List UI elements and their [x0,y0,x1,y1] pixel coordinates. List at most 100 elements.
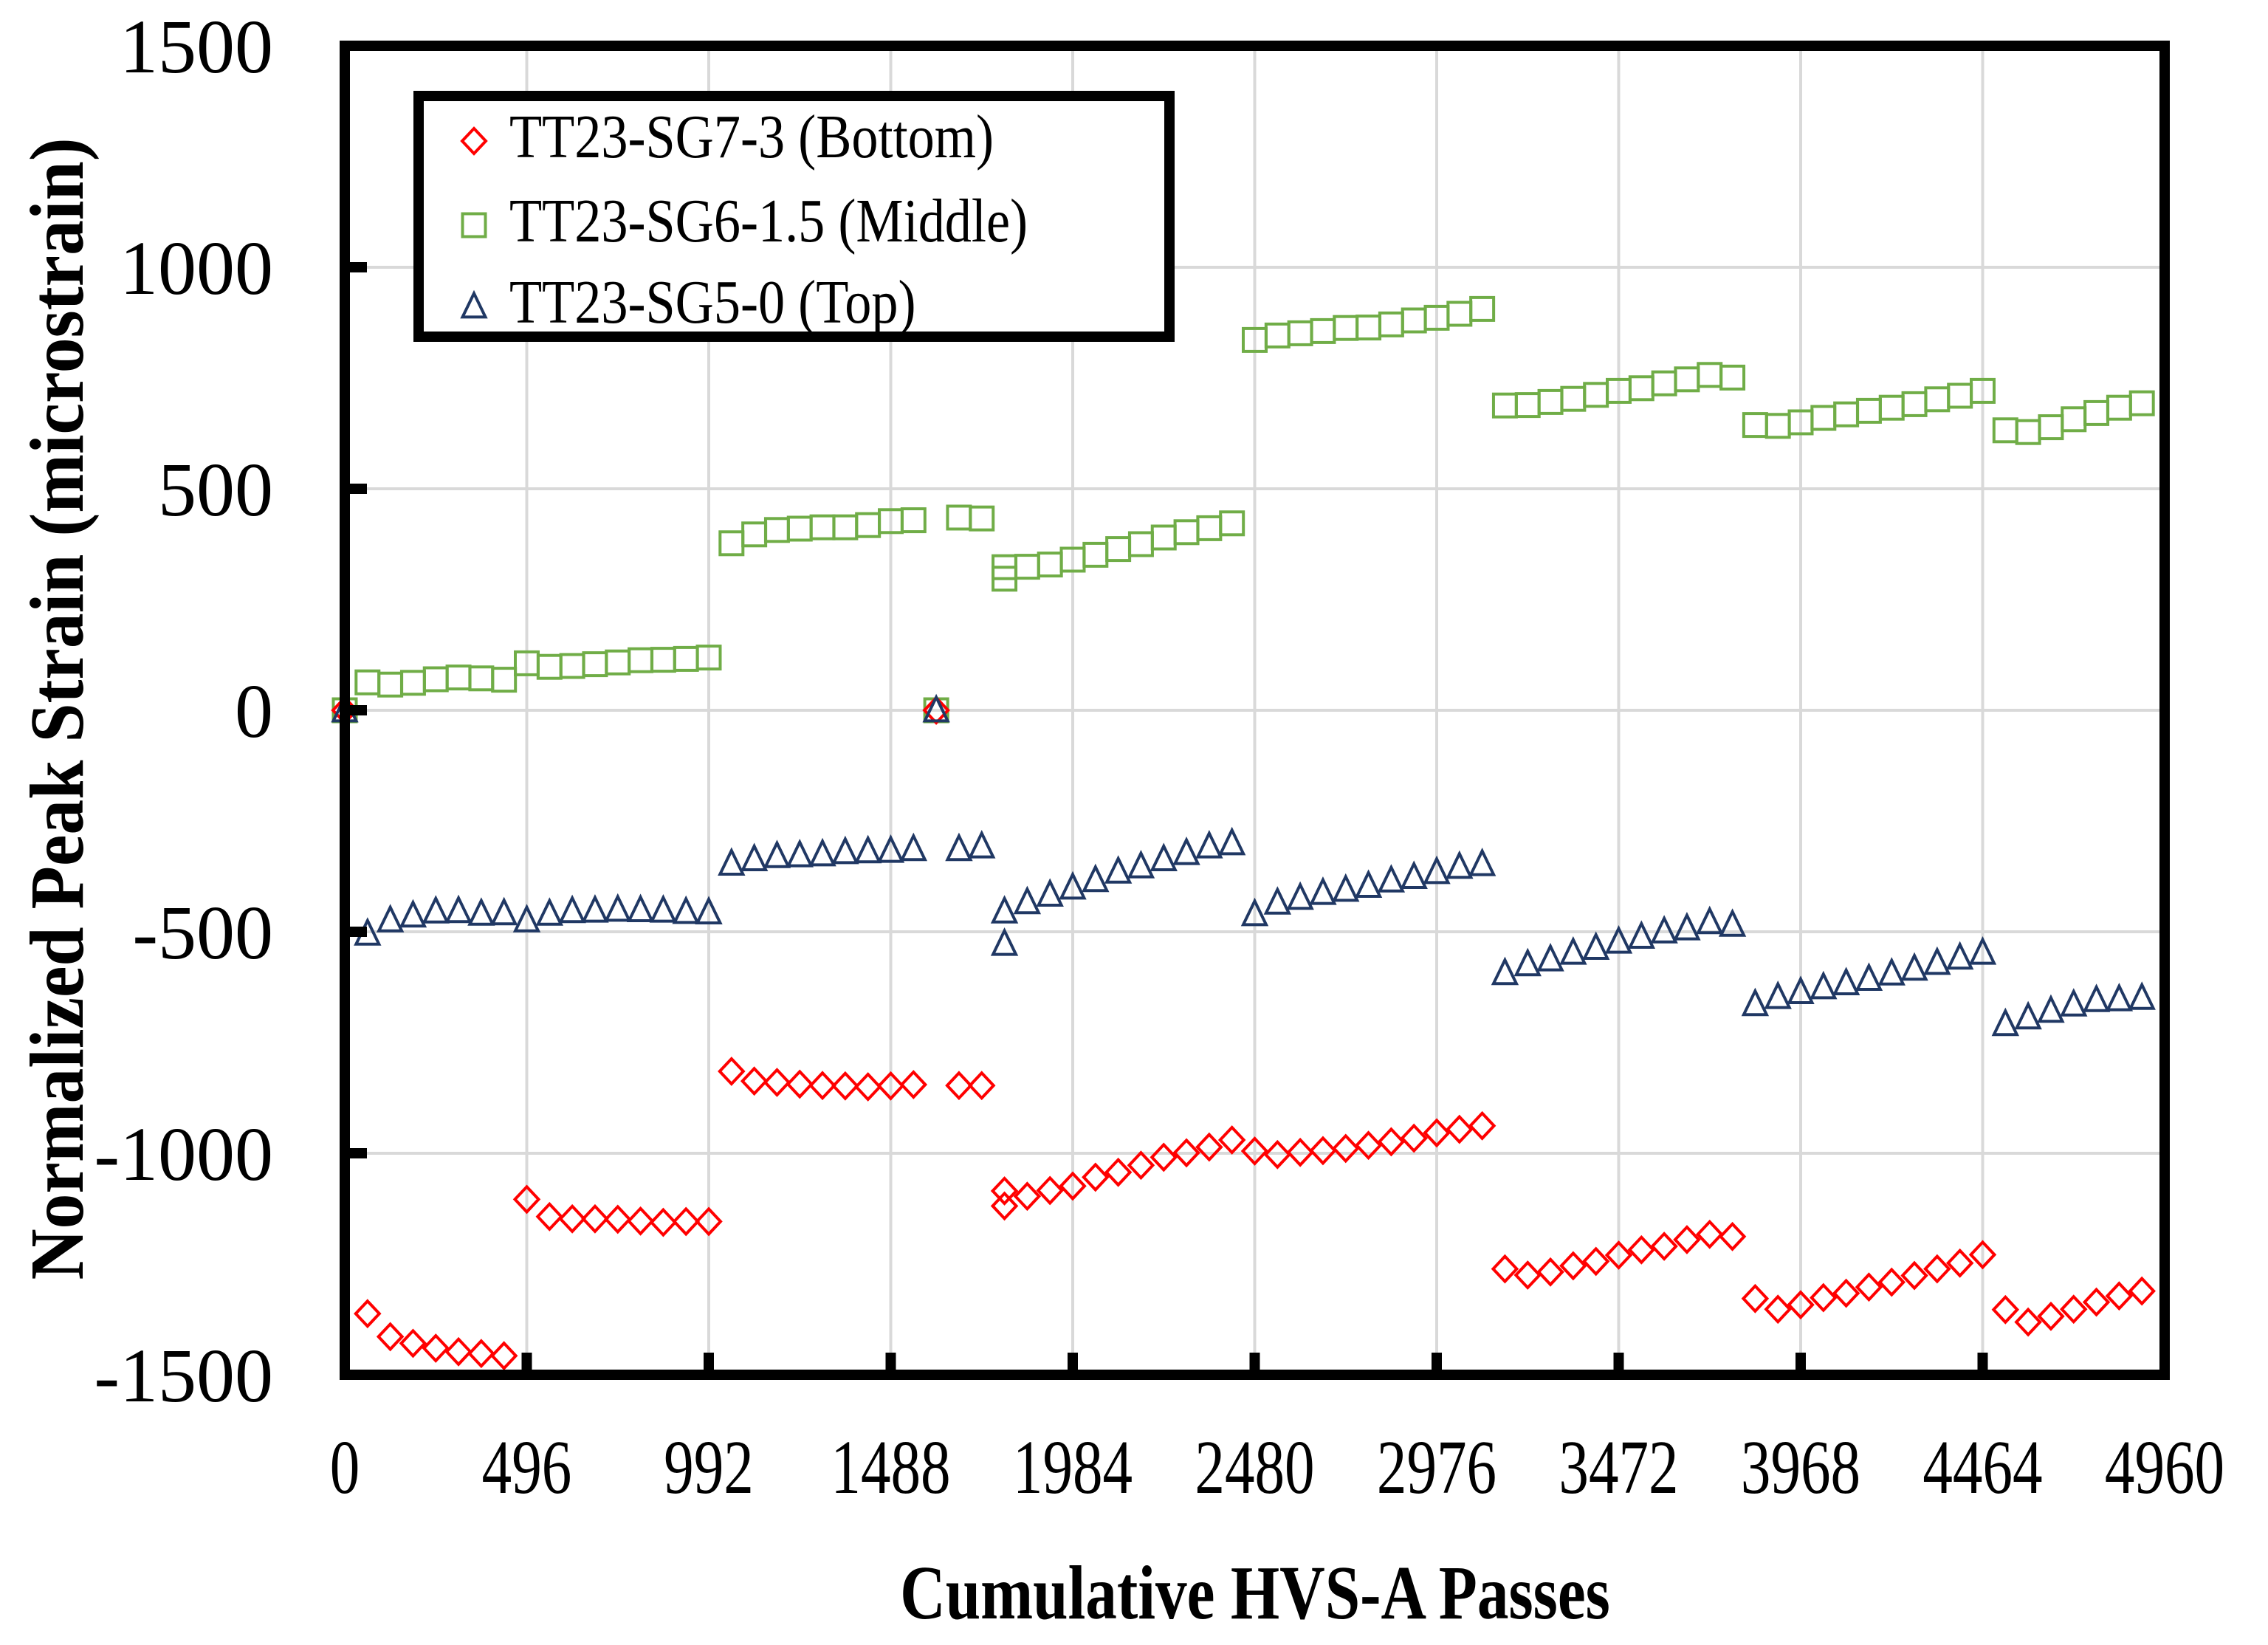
diamond-data-point [2014,1307,2042,1337]
diamond-data-point [1650,1232,1678,1261]
triangle-data-point [853,834,882,864]
diamond-data-point [2037,1301,2065,1331]
diamond-data-point [740,1066,769,1096]
triangle-data-point [399,899,427,928]
diamond-data-point [1604,1240,1633,1270]
triangle-data-point [558,894,586,924]
triangle-data-point [1991,1007,2020,1037]
triangle-data-point [1082,863,1110,893]
diamond-data-point [1581,1246,1610,1277]
diamond-data-point [1877,1267,1906,1297]
diamond-data-point [1696,1219,1724,1249]
x-tick-label: 3968 [1741,1426,1860,1511]
diamond-data-point [1513,1260,1542,1290]
diamond-data-point [1377,1127,1406,1157]
x-tick-label: 1984 [1013,1426,1133,1511]
diamond-data-point [1810,1282,1838,1313]
x-tick-labels: 0 496 992 1488 1984 2480 2976 3472 3968 4464 4960 [330,1426,2224,1511]
square-data-point [1469,295,1496,322]
x-tick-label: 3472 [1559,1426,1678,1511]
diamond-data-point [626,1206,655,1236]
triangle-data-point [2060,988,2088,1017]
triangle-data-point [990,927,1019,956]
diamond-data-point [535,1201,564,1232]
diamond-data-point [2060,1294,2088,1325]
triangle-data-point [581,894,609,923]
triangle-data-point [1536,943,1564,972]
triangle-data-point [1810,970,1838,1000]
triangle-data-point [808,837,836,867]
triangle-data-point [512,904,541,933]
legend-box [413,91,1175,342]
y-tick-label: -1000 [94,1112,273,1197]
diamond-data-point [1059,1171,1087,1201]
x-tick-label: 2480 [1195,1426,1314,1511]
triangle-data-point [1195,830,1223,859]
triangle-data-point [1491,956,1519,986]
diamond-data-point [1354,1130,1383,1161]
diamond-data-point [1446,1114,1474,1144]
x-tick-label: 496 [482,1426,572,1511]
triangle-data-point [786,839,814,868]
diamond-data-point [2082,1287,2111,1317]
diamond-data-point [467,1339,495,1369]
legend-label: TT23-SG7-3 (Bottom) [509,102,994,171]
triangle-data-point [649,894,678,923]
diamond-data-point [1673,1225,1701,1254]
diamond-data-point [718,1057,746,1086]
diamond-data-point [1286,1137,1314,1167]
triangle-data-point [1627,920,1656,949]
y-axis-title: Normalized Peak Strain (microstrain) [14,137,100,1280]
triangle-data-point [1217,826,1246,856]
triangle-data-point [945,832,973,862]
diamond-data-point [786,1069,814,1099]
triangle-data-point [1718,908,1747,937]
x-axis-title: Cumulative HVS-A Passes [900,1550,1610,1635]
diamond-data-point [604,1204,632,1234]
diamond-data-point [1627,1234,1656,1265]
series-2-triangle-points [331,693,2156,1037]
triangle-data-point [2128,981,2156,1010]
triangle-data-point [695,896,723,924]
triangle-data-point [1127,850,1155,879]
triangle-data-point [1855,962,1883,991]
y-tick-label: -500 [132,890,273,975]
triangle-data-point [467,897,495,926]
triangle-data-point [1400,860,1428,889]
y-tick-label: 0 [235,669,273,754]
diamond-data-point [376,1322,405,1352]
square-legend-icon [461,212,487,238]
triangle-data-point [1286,881,1314,910]
triangle-data-point [922,693,950,723]
diamond-data-point [922,696,950,725]
legend-entry: TT23-SG5-0 (Top) [460,267,916,336]
legend-label: TT23-SG6-1.5 (Middle) [509,186,1028,255]
triangle-data-point [1832,966,1860,995]
diamond-data-point [1900,1260,1928,1291]
triangle-data-point [1923,946,1951,975]
triangle-data-point [1332,873,1360,902]
axes [340,41,2170,1380]
triangle-data-point [626,893,655,922]
diamond-data-point [422,1333,450,1363]
triangle-data-point [1900,952,1928,981]
triangle-data-point [1581,931,1610,960]
diamond-data-point [558,1203,586,1234]
diamond-data-point [1400,1123,1428,1153]
diamond-data-point [990,1191,1019,1221]
triangle-data-point [1013,885,1042,915]
triangle-data-point [1309,876,1337,905]
diamond-data-point [1764,1294,1792,1325]
diamond-data-point [444,1336,472,1367]
y-tick-label: 500 [158,447,273,532]
legend: TT23-SG7-3 (Bottom) TT23-SG6-1.5 (Middle)… [413,91,1175,342]
square-data-point [969,505,995,532]
triangle-data-point [1104,855,1133,884]
diamond-data-point [1217,1125,1246,1155]
triangle-data-point [1945,941,1974,970]
x-tick-label: 992 [664,1426,754,1511]
diamond-data-point [876,1071,905,1101]
diamond-data-point [1468,1110,1496,1141]
diamond-data-point [2128,1276,2156,1306]
triangle-data-point [1468,848,1496,876]
